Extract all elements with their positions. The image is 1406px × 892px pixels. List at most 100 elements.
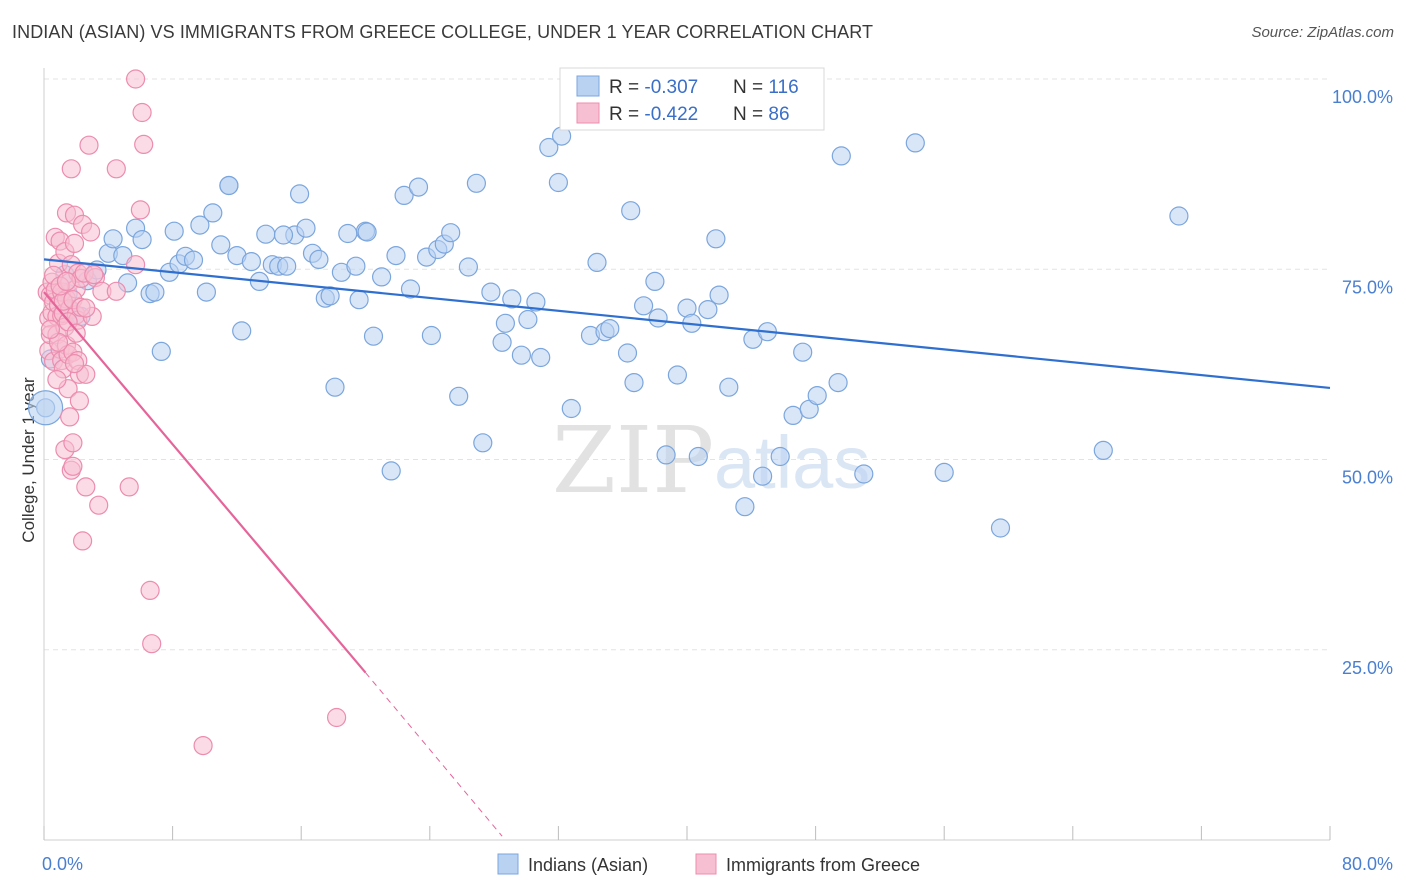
indians-asian-point-63 xyxy=(473,433,493,453)
indians-asian-point-87 xyxy=(656,445,676,465)
indians-asian-point-112 xyxy=(1169,206,1189,226)
indians-asian-point-67 xyxy=(502,289,522,309)
indians-asian-point-36 xyxy=(290,184,310,204)
legend-n-value-1: 116 xyxy=(768,77,798,98)
immigrants-greece-point-75 xyxy=(66,323,86,343)
x-tick-label-1: 80.0% xyxy=(1342,854,1393,874)
indians-asian-point-71 xyxy=(531,347,551,368)
legend-swatch-blue xyxy=(576,75,600,97)
indians-asian-point-23 xyxy=(196,282,216,302)
indians-asian-point-69 xyxy=(518,309,538,330)
x-tick-labels: 0.0% 80.0% xyxy=(42,854,1393,874)
immigrants-greece-point-83 xyxy=(64,354,85,374)
indians-asian-point-93 xyxy=(706,229,726,249)
legend-r-value-2: -0.422 xyxy=(644,104,698,125)
indians-asian-point-107 xyxy=(854,464,874,484)
indians-asian-point-56 xyxy=(421,325,441,346)
bottom-legend-swatch-pink xyxy=(695,853,717,875)
immigrants-greece-point-46 xyxy=(69,391,90,411)
y-tick-label-0: 100.0% xyxy=(1332,87,1393,107)
indians-asian-point-13 xyxy=(132,230,152,250)
y-tick-label-2: 50.0% xyxy=(1342,468,1393,488)
indians-asian-point-18 xyxy=(164,221,184,241)
indians-asian-point-91 xyxy=(688,446,708,467)
immigrants-greece-point-62 xyxy=(119,477,139,497)
legend-n-value-2: 86 xyxy=(768,104,789,125)
immigrants-greece-point-50 xyxy=(72,531,93,551)
indians-asian-point-66 xyxy=(495,313,515,333)
indians-asian-point-22 xyxy=(190,215,210,235)
bottom-legend-label-blue: Indians (Asian) xyxy=(528,855,648,875)
immigrants-greece-point-82 xyxy=(47,370,67,390)
immigrants-greece-point-61 xyxy=(106,281,126,301)
axes xyxy=(43,68,1331,841)
indians-asian-point-113 xyxy=(273,225,294,245)
immigrants-greece-point-64 xyxy=(126,255,146,275)
indians-asian-point-72 xyxy=(539,137,559,158)
indians-asian-point-92 xyxy=(698,300,718,320)
watermark-zip: ZIP xyxy=(552,407,714,514)
indians-asian-point-106 xyxy=(831,146,851,166)
indians-asian-point-9 xyxy=(103,229,123,249)
svg-text:R = -0.422: R = -0.422 xyxy=(609,104,698,125)
legend-box xyxy=(559,67,825,131)
immigrants-greece-point-58 xyxy=(89,495,109,515)
indians-asian-point-59 xyxy=(441,223,461,243)
indians-asian-point-100 xyxy=(770,446,790,467)
indians-asian-point-86 xyxy=(648,308,668,328)
legend-r-label-2: R = xyxy=(609,104,644,125)
indians-asian-point-108 xyxy=(905,133,925,153)
series-immigrants-greece-points xyxy=(37,69,347,756)
svg-text:R = -0.307: R = -0.307 xyxy=(609,77,698,98)
indians-asian-point-44 xyxy=(338,223,358,244)
indians-asian-point-28 xyxy=(232,321,252,341)
y-tick-label-3: 25.0% xyxy=(1342,658,1393,678)
indians-asian-point-31 xyxy=(256,224,276,244)
indians-asian-point-82 xyxy=(621,201,641,221)
immigrants-greece-point-55 xyxy=(80,222,101,242)
indians-asian-point-21 xyxy=(183,250,204,270)
indians-asian-point-54 xyxy=(408,177,429,197)
legend-n-label-1: N = xyxy=(733,77,768,98)
indians-asian-point-15 xyxy=(145,282,165,302)
immigrants-greece-point-40 xyxy=(64,233,85,253)
trend-line-immigrants-greece xyxy=(43,291,367,674)
immigrants-greece-point-63 xyxy=(126,69,146,89)
indians-asian-point-53 xyxy=(400,279,421,299)
indians-asian-point-81 xyxy=(617,343,638,363)
indians-asian-point-104 xyxy=(807,386,827,406)
x-tick-label-0: 0.0% xyxy=(42,854,83,874)
immigrants-greece-point-66 xyxy=(132,102,152,123)
indians-asian-point-16 xyxy=(151,341,171,361)
correlation-legend: R = -0.307 N = 116 R = -0.422 N = 86 xyxy=(559,67,825,131)
trend-line-indians-asian xyxy=(43,258,1331,390)
svg-text:N = 116: N = 116 xyxy=(733,77,799,98)
indians-asian-point-34 xyxy=(277,256,297,276)
immigrants-greece-point-52 xyxy=(76,477,96,497)
indians-asian-point-80 xyxy=(600,319,620,339)
immigrants-greece-point-69 xyxy=(142,634,162,654)
indians-asian-point-98 xyxy=(752,466,773,486)
indians-asian-point-large xyxy=(28,390,64,426)
indians-asian-point-102 xyxy=(793,342,813,362)
watermark-atlas: atlas xyxy=(714,421,870,504)
indians-asian-point-101 xyxy=(783,405,803,425)
indians-asian-point-88 xyxy=(667,365,688,385)
indians-asian-point-51 xyxy=(386,246,406,266)
indians-asian-point-49 xyxy=(372,267,392,287)
immigrants-greece-point-38 xyxy=(63,456,83,476)
immigrants-greece-point-65 xyxy=(130,200,150,220)
indians-asian-point-83 xyxy=(624,373,644,393)
indians-asian-point-114 xyxy=(357,222,377,242)
immigrants-greece-point-85 xyxy=(84,265,104,285)
immigrants-greece-point-70 xyxy=(193,735,213,756)
legend-r-label-1: R = xyxy=(609,77,644,98)
immigrants-greece-point-68 xyxy=(140,580,160,601)
indians-asian-point-50 xyxy=(381,461,401,481)
legend-r-value-1: -0.307 xyxy=(644,77,698,98)
indians-asian-point-94 xyxy=(709,285,729,305)
indians-asian-point-75 xyxy=(561,398,581,419)
grid-lines xyxy=(44,78,1330,651)
legend-n-label-2: N = xyxy=(733,104,768,125)
